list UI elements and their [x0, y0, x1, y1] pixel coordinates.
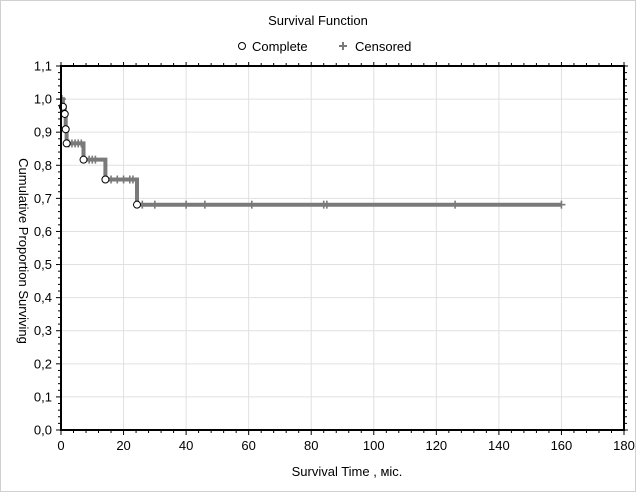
x-axis-title: Survival Time , міс. [292, 464, 403, 479]
x-tick-label: 180 [613, 438, 635, 453]
censored-marker [200, 200, 209, 209]
complete-marker [79, 155, 88, 164]
complete-marker [133, 200, 142, 209]
censored-marker [77, 139, 86, 148]
x-tick-label: 140 [488, 438, 510, 453]
y-tick-label: 1,0 [34, 92, 52, 107]
complete-marker [61, 125, 70, 134]
y-tick-label: 0,0 [34, 423, 52, 438]
x-tick-label: 0 [57, 438, 64, 453]
chart-title: Survival Function [268, 13, 368, 28]
y-tick-label: 1,1 [34, 59, 52, 74]
legend-censored-marker [339, 42, 347, 50]
legend: Complete Censored [238, 39, 411, 54]
x-tick-label: 60 [241, 438, 255, 453]
y-tick-label: 0,1 [34, 389, 52, 404]
series-layer [57, 95, 566, 209]
x-tick-label: 80 [304, 438, 318, 453]
censored-marker [451, 200, 460, 209]
y-tick-label: 0,9 [34, 125, 52, 140]
y-axis-title: Cumulative Proportion Surviving [16, 158, 31, 344]
censored-marker [150, 200, 159, 209]
x-tick-label: 20 [116, 438, 130, 453]
y-tick-label: 0,8 [34, 158, 52, 173]
censored-marker [182, 200, 191, 209]
y-tick-label: 0,7 [34, 191, 52, 206]
complete-marker [62, 139, 71, 148]
censored-marker [247, 200, 256, 209]
x-tick-label: 40 [179, 438, 193, 453]
censored-marker [91, 155, 100, 164]
y-tick-label: 0,5 [34, 257, 52, 272]
x-tick-label: 100 [363, 438, 385, 453]
y-tick-label: 0,4 [34, 290, 52, 305]
plot-area-border [60, 65, 625, 431]
x-tick-label: 120 [425, 438, 447, 453]
complete-marker [101, 175, 110, 184]
y-tick-label: 0,3 [34, 323, 52, 338]
legend-complete-marker [238, 42, 246, 50]
complete-marker [60, 109, 69, 118]
censored-marker [557, 200, 566, 209]
legend-complete-label: Complete [252, 39, 308, 54]
axes [56, 62, 628, 435]
y-tick-label: 0,2 [34, 356, 52, 371]
legend-censored-label: Censored [355, 39, 411, 54]
x-tick-label: 160 [551, 438, 573, 453]
censored-marker [322, 200, 331, 209]
censored-marker [128, 175, 137, 184]
grid [61, 66, 624, 430]
tick-labels: 0 20 40 60 80 100 120 140 160 180 0,0 0,1 0,2 0,3 0,4 0… [34, 59, 635, 454]
y-tick-label: 0,6 [34, 224, 52, 239]
